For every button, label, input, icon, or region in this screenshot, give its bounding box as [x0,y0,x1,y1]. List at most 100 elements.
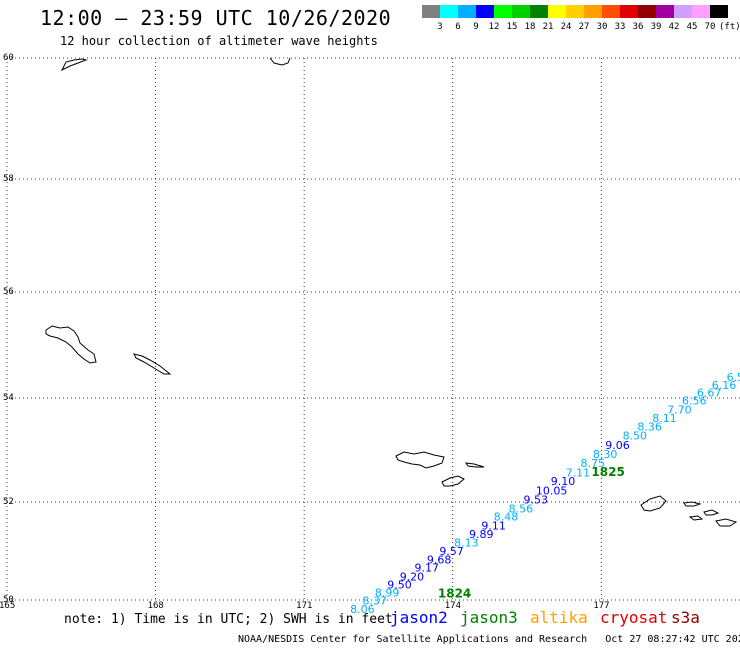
island-east-5 [715,518,738,527]
legend-swatch [656,5,674,18]
wave-height-value: 9.53 [524,493,549,506]
legend-swatch [476,5,494,18]
wave-height-value: 9.57 [439,545,464,558]
satellite-name-cryosat: cryosat [600,608,668,627]
island-west-small [133,353,172,375]
wave-height-value: 8.99 [375,587,400,600]
legend-swatch [692,5,710,18]
legend-swatch [602,5,620,18]
wave-height-value: 6.16 [712,379,737,392]
map-title: 12:00 – 23:59 UTC 10/26/2020 [40,6,392,30]
coastline-north-left [60,58,88,72]
track-time-label: 1825 [591,465,624,479]
wave-height-value: 7.11 [566,466,591,479]
wave-height-value: 8.06 [350,603,375,616]
satellite-name-s3a: s3a [671,608,700,627]
island-central-large [395,451,445,469]
wave-height-value: 9.11 [481,520,506,533]
wave-height-value: 7.70 [667,403,692,416]
footer-credit: NOAA/NESDIS Center for Satellite Applica… [238,634,740,645]
latitude-label: 54 [3,393,14,403]
legend-swatch [458,5,476,18]
legend-swatch [422,5,440,18]
wave-height-value: 9.50 [387,578,412,591]
altimeter-track: 5.06.516.166.676.567.708.118.368.509.068… [350,371,740,616]
legend-label: 9 [473,22,479,32]
footer-agency: NOAA/NESDIS Center for Satellite Applica… [238,634,588,645]
legend-unit: (ft) [719,22,740,32]
satellite-name-jason2: jason2 [390,608,448,627]
wave-height-value: 8.56 [509,502,534,515]
latitude-label: 58 [3,174,14,184]
island-east-3 [703,509,720,516]
legend-swatch [494,5,512,18]
wave-height-value: 8.37 [363,594,388,607]
track-time-label: 1824 [438,587,471,601]
satellite-name-altika: altika [530,608,588,627]
legend-swatch [674,5,692,18]
legend-swatch [440,5,458,18]
longitude-label: 168 [147,601,164,611]
wave-height-value: 8.11 [652,412,677,425]
legend-swatch [638,5,656,18]
wave-height-value: 8.30 [593,448,618,461]
legend-swatch [710,5,728,18]
coastline-north-mid [269,57,291,66]
wave-height-value: 8.36 [637,421,662,434]
wave-height-value: 9.06 [605,439,630,452]
legend-label: 21 [542,22,554,32]
longitude-label: 165 [0,601,16,611]
legend-label: 45 [686,22,698,32]
latitude-label: 50 [3,595,14,605]
wave-height-value: 9.89 [469,528,494,541]
footer-timestamp: Oct 27 08:27:42 UTC 2020 [605,634,740,645]
satellite-name-jason3: jason3 [460,608,518,627]
legend-label: 12 [488,22,500,32]
legend-label: 36 [632,22,644,32]
legend-label: 27 [578,22,590,32]
legend-label: 42 [668,22,680,32]
wave-height-value: 9.20 [400,570,425,583]
longitude-label: 171 [296,601,313,611]
wave-height-value: 8.48 [494,511,519,524]
longitude-label: 177 [593,601,610,611]
legend-label: 3 [437,22,443,32]
wave-height-value: 10.05 [536,485,568,498]
latitude-label: 52 [3,497,14,507]
island-east-2 [683,501,702,507]
wave-height-value: 9.10 [551,475,576,488]
island-west-large [45,325,97,364]
island-central-south [441,475,465,487]
longitude-label: 174 [444,601,461,611]
latitude-label: 60 [3,53,14,63]
legend-label: 18 [524,22,536,32]
island-central-tiny [464,462,485,468]
wave-height-value: 6.67 [697,387,722,400]
units-note: note: 1) Time is in UTC; 2) SWH is in fe… [64,612,393,627]
wave-height-value: 6.56 [682,395,707,408]
legend-swatch [530,5,548,18]
legend-swatch [584,5,602,18]
latitude-label: 56 [3,287,14,297]
coastlines [45,57,738,527]
legend-swatch [548,5,566,18]
legend-label: 24 [560,22,572,32]
wave-height-value: 8.13 [454,537,479,550]
legend-label: 6 [455,22,461,32]
legend-label: 30 [596,22,608,32]
map-graticule [6,57,740,601]
wave-height-value: 8.50 [623,429,648,442]
legend-swatch [512,5,530,18]
wave-height-value: 8.75 [580,457,605,470]
island-east-4 [688,515,704,521]
wave-height-value: 9.17 [415,562,440,575]
legend-swatch [620,5,638,18]
legend-label: 15 [506,22,518,32]
legend-swatch [566,5,584,18]
legend-label: 39 [650,22,662,32]
wave-height-value: 9.68 [427,553,452,566]
wave-height-value: 6.51 [727,371,740,384]
map-subtitle: 12 hour collection of altimeter wave hei… [60,34,378,48]
legend-label: 33 [614,22,626,32]
